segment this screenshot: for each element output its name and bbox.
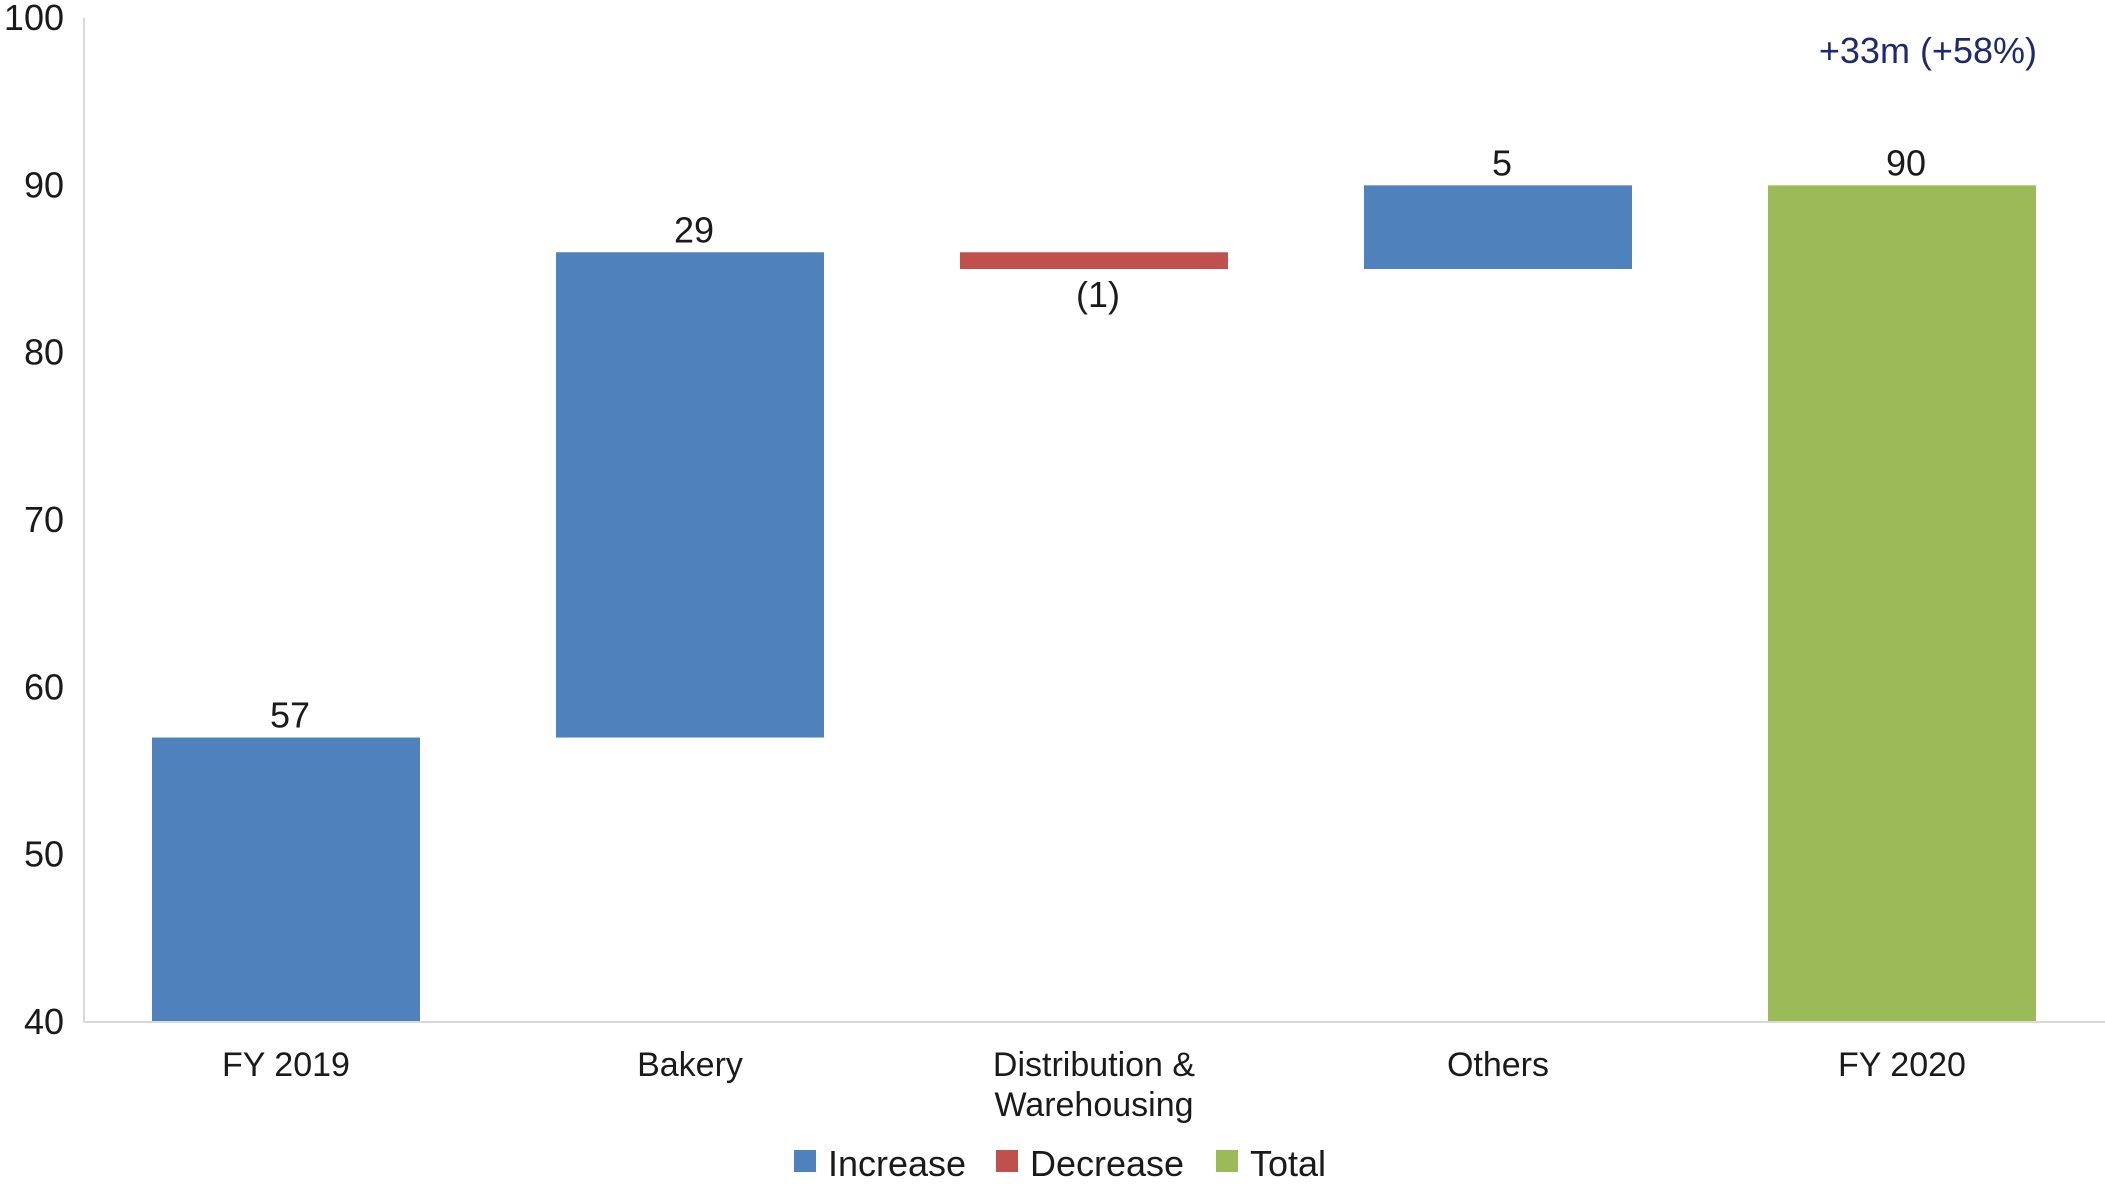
bar-value-label: 57 [270,695,310,736]
x-category-line: FY 2020 [1838,1046,1966,1084]
y-tick-label: 50 [24,834,64,875]
x-category-line: Bakery [637,1046,743,1084]
bar-total [152,737,420,1022]
x-category-line: Distribution & [993,1046,1196,1084]
bar-labels: 57 29 (1) 5 90 [270,142,1926,735]
bar-value-label: 90 [1886,142,1926,183]
bars [152,185,2036,1023]
y-tick-label: 40 [24,1001,64,1042]
y-tick-label: 60 [24,666,64,707]
x-category-label: FY 2019 [222,1046,350,1084]
y-tick-label: 70 [24,499,64,540]
y-tick-label: 100 [4,0,64,38]
legend: Increase Decrease Total [794,1143,1326,1184]
bar-value-label: 5 [1492,142,1512,183]
x-category-label: Others [1447,1046,1549,1084]
bar-increase [1364,185,1632,269]
x-category-line: FY 2019 [222,1046,350,1084]
legend-label: Increase [828,1143,966,1184]
x-axis: FY 2019 Bakery Distribution & Warehousing Ot… [84,1021,2105,1124]
x-category-line: Others [1447,1046,1549,1084]
y-tick-label: 80 [24,332,64,373]
x-category-label: FY 2020 [1838,1046,1966,1084]
legend-label: Decrease [1030,1143,1184,1184]
x-category-line: Warehousing [994,1086,1193,1124]
change-annotation: +33m (+58%) [1819,30,2037,71]
bar-value-label: 29 [674,209,714,250]
y-tick-label: 90 [24,164,64,205]
x-category-label: Distribution & Warehousing [993,1046,1196,1124]
legend-swatch [794,1150,816,1172]
legend-swatch [1216,1150,1238,1172]
bar-value-label: (1) [1076,274,1120,315]
bar-total_highlight [1768,185,2036,1023]
legend-swatch [996,1150,1018,1172]
legend-label: Total [1250,1143,1326,1184]
y-axis: 40 50 60 70 80 90 100 [4,0,85,1042]
bar-decrease [960,252,1228,269]
bar-increase [556,252,824,738]
x-category-label: Bakery [637,1046,743,1084]
